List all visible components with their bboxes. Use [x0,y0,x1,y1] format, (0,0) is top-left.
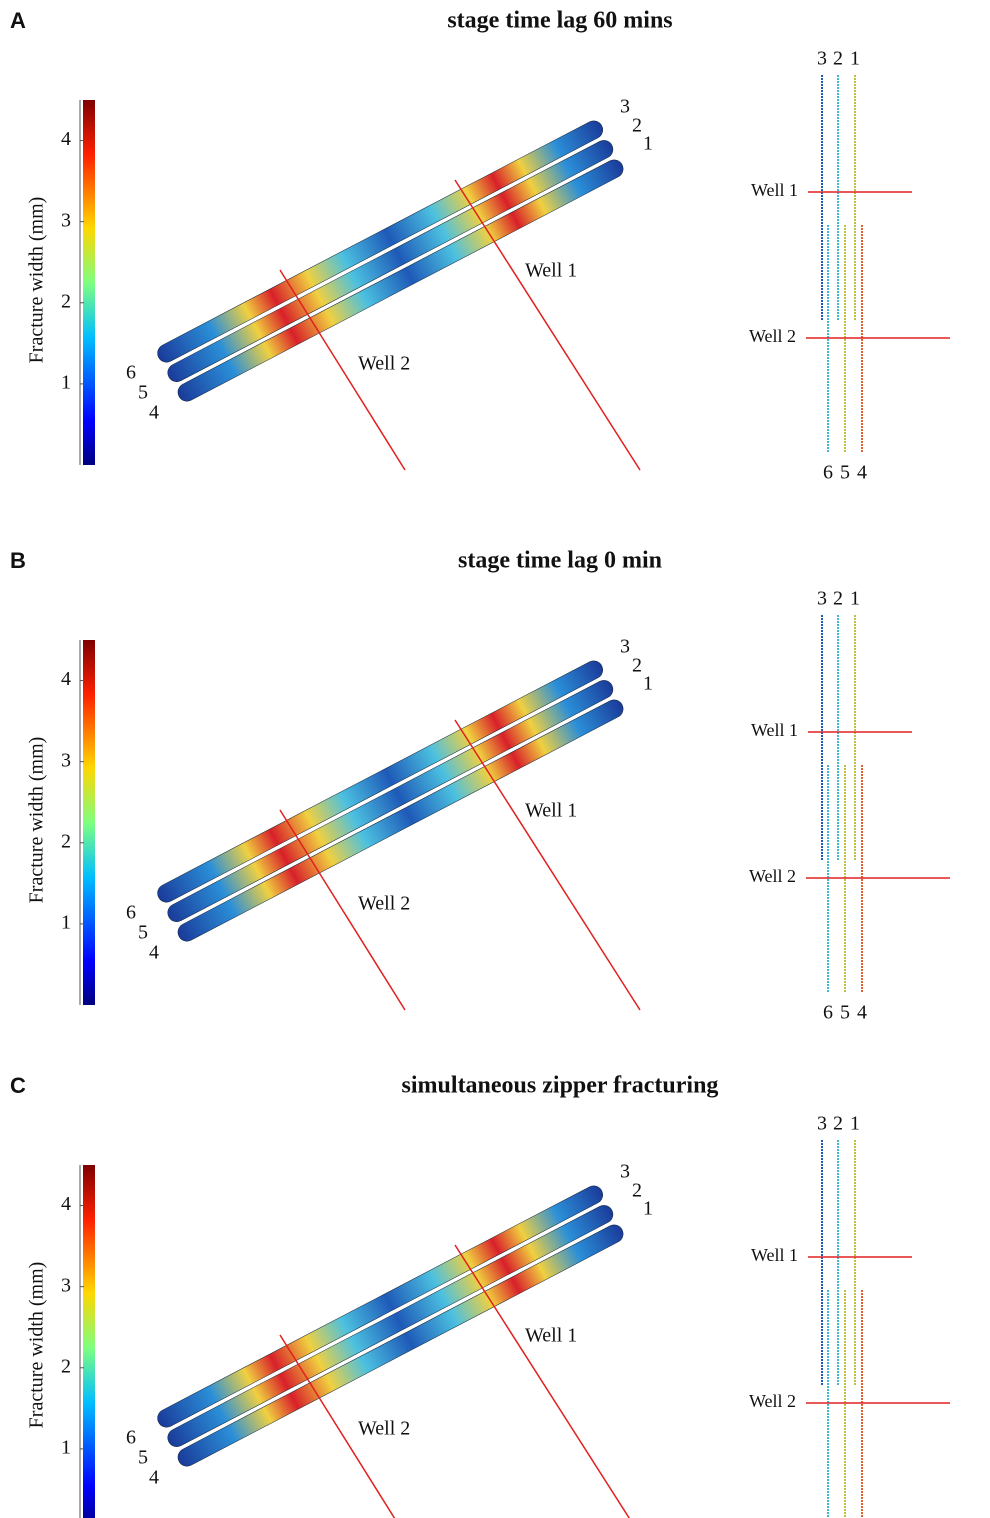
plan-label: 1 [850,48,860,70]
well-label: Well 1 [525,1325,577,1347]
colorbar-tick-label: 2 [61,830,71,852]
colorbar [83,100,95,465]
plan-label: 3 [817,588,827,610]
plan-well-label: Well 2 [749,326,796,346]
fracture-label: 3 [620,96,630,118]
fracture-label: 6 [126,1427,136,1449]
colorbar-tick-label: 3 [61,749,71,771]
plan-label: 5 [840,462,850,484]
fracture [157,660,603,903]
plan-label: 2 [833,48,843,70]
plan-label: 3 [817,48,827,70]
well-label: Well 2 [358,1418,410,1440]
well-label: Well 1 [525,260,577,282]
fracture [177,1224,624,1467]
plan-label: 3 [817,1113,827,1135]
well-line [279,269,406,471]
plan-well-label: Well 2 [749,1391,796,1411]
plan-label: 5 [840,1002,850,1024]
fractures [157,1185,624,1467]
plan-well-label: Well 1 [751,720,798,740]
fracture-label: 1 [643,673,653,695]
colorbar-tick-label: 1 [61,911,71,933]
panel-letter: C [10,1073,26,1098]
fracture-label: 4 [149,942,159,964]
plan-well-label: Well 2 [749,866,796,886]
well-label: Well 2 [358,353,410,375]
fracture [167,140,614,382]
fracture [157,1185,603,1428]
colorbar-tick-label: 2 [61,290,71,312]
fractures [157,120,624,402]
colorbar [83,1165,95,1518]
fracture-label: 3 [620,1161,630,1183]
fracture [167,680,614,922]
fracture-label: 3 [620,636,630,658]
plan-label: 1 [850,1113,860,1135]
well-label: Well 1 [525,800,577,822]
well-line [454,719,641,1011]
colorbar-tick-label: 3 [61,209,71,231]
fracture-label: 5 [138,382,148,404]
fracture-label: 2 [632,655,642,677]
fracture-label: 6 [126,362,136,384]
panel-letter: B [10,548,26,573]
colorbar [83,640,95,1005]
panel-title: stage time lag 0 min [458,548,662,574]
plan-label: 6 [823,1002,833,1024]
well-line [279,1334,396,1518]
panel-title: simultaneous zipper fracturing [402,1073,719,1099]
panel-letter: A [10,8,26,33]
colorbar-tick-label: 4 [61,668,71,690]
fracture-label: 5 [138,1447,148,1469]
colorbar-tick-label: 4 [61,1193,71,1215]
fracture-label: 1 [643,133,653,155]
fracture-label: 1 [643,1198,653,1220]
fracture [167,1205,614,1447]
colorbar-label: Fracture width (mm) [26,197,48,364]
colorbar-tick-label: 2 [61,1355,71,1377]
plan-label: 2 [833,1113,843,1135]
colorbar-label: Fracture width (mm) [26,737,48,904]
fracture-label: 2 [632,115,642,137]
fracture [177,699,624,942]
fracture-label: 4 [149,1467,159,1489]
fracture [157,120,603,363]
plan-label: 6 [823,462,833,484]
plan-label: 4 [857,462,867,484]
colorbar-tick-label: 1 [61,371,71,393]
fracture-label: 4 [149,402,159,424]
plan-well-label: Well 1 [751,1245,798,1265]
well-label: Well 2 [358,893,410,915]
plan-label: 4 [857,1002,867,1024]
colorbar-tick-label: 4 [61,128,71,150]
fracture-label: 2 [632,1180,642,1202]
well-line [454,1244,631,1518]
plan-label: 1 [850,588,860,610]
panel-title: stage time lag 60 mins [447,8,672,34]
plan-label: 2 [833,588,843,610]
fracture [177,159,624,402]
colorbar-tick-label: 3 [61,1274,71,1296]
fracture-label: 6 [126,902,136,924]
fractures [157,660,624,942]
fracture-label: 5 [138,922,148,944]
well-line [279,809,406,1011]
colorbar-label: Fracture width (mm) [26,1262,48,1429]
plan-well-label: Well 1 [751,180,798,200]
well-line [454,179,641,471]
colorbar-tick-label: 1 [61,1436,71,1458]
